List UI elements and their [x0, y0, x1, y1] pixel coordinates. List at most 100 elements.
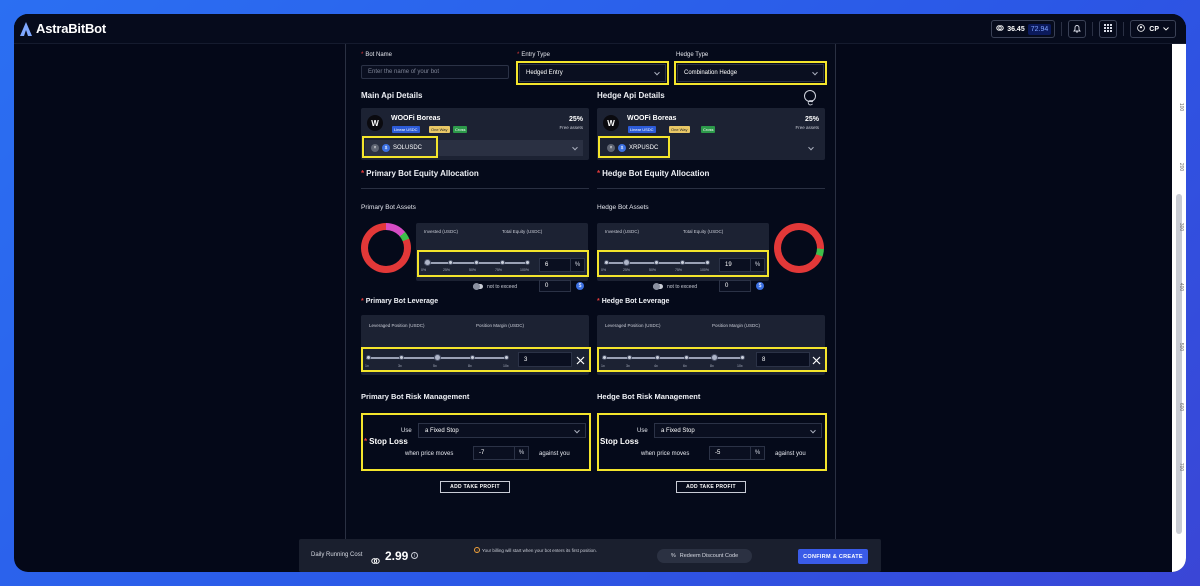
primary-leverage-input[interactable]: 3 [518, 352, 572, 367]
slider-tick [655, 355, 660, 360]
leveraged-position-label: Leveraged Position (USDC) [605, 323, 661, 328]
grid-icon [1104, 24, 1113, 34]
hedge-type-select[interactable]: Combination Hedge [677, 64, 824, 82]
tick-label: 25% [443, 268, 451, 272]
not-exceed-input[interactable]: 0 [719, 280, 751, 292]
primary-add-take-profit-button[interactable]: ADD TAKE PROFIT [440, 481, 510, 493]
slider-tick [627, 355, 632, 360]
apps-button[interactable] [1099, 20, 1118, 38]
redeem-discount-button[interactable]: % Redeem Discount Code [657, 549, 752, 563]
total-equity-label: Total Equity (USDC) [683, 229, 724, 234]
entry-type-value: Hedged Entry [526, 70, 563, 76]
warning-icon: ! [474, 547, 480, 553]
tick-label: 25% [623, 268, 631, 272]
scrollbar-thumb[interactable] [1176, 194, 1182, 534]
not-exceed-label: not to exceed [667, 284, 698, 290]
not-exceed-toggle[interactable] [653, 283, 663, 290]
chevron-down-icon [574, 427, 580, 433]
main-api-card[interactable]: W WOOFi Boreas Linear USDC One Way Cross… [361, 108, 589, 160]
tick-label: 1x [365, 364, 369, 368]
percent-suffix: % [750, 447, 764, 459]
slider-tick [525, 260, 530, 265]
tick-label: 3x [626, 364, 630, 368]
primary-leverage-slider[interactable] [366, 354, 509, 361]
close-icon[interactable]: × [371, 144, 379, 152]
close-icon[interactable] [573, 353, 587, 367]
primary-assets-donut [361, 223, 411, 273]
hedge-stop-type-select[interactable]: a Fixed Stop [654, 423, 822, 438]
billing-note: Your billing will start when your bot en… [482, 548, 597, 553]
highlight-box [597, 347, 827, 372]
primary-stop-value-input[interactable]: -7 % [473, 446, 529, 460]
slider-tick [654, 260, 659, 265]
info-icon[interactable]: i [411, 552, 418, 559]
percent-icon: % [670, 553, 676, 559]
refresh-icon [807, 93, 814, 111]
hedge-allocation-slider[interactable] [604, 259, 710, 266]
ruler-label: 700 [1177, 462, 1184, 472]
slider-tick [680, 260, 685, 265]
daily-cost-value: 2.99 [385, 549, 409, 563]
primary-allocation-slider[interactable] [424, 259, 530, 266]
entry-type-select[interactable]: Hedged Entry [519, 64, 666, 82]
highlight-box [597, 413, 827, 471]
tick-label: 1x [601, 364, 605, 368]
close-icon[interactable]: × [607, 144, 615, 152]
currency-icon: $ [576, 282, 584, 290]
hedge-stop-value-input[interactable]: -5 % [709, 446, 765, 460]
slider-handle[interactable] [711, 354, 718, 361]
primary-equity-title: * Primary Bot Equity Allocation [361, 169, 479, 178]
hedge-api-title: Hedge Api Details [597, 91, 665, 100]
user-menu-button[interactable]: CP [1130, 20, 1176, 38]
badge-cross: Cross [453, 126, 468, 133]
primary-stop-type-select[interactable]: a Fixed Stop [418, 423, 586, 438]
hedge-api-card[interactable]: W WOOFi Boreas Linear USDC One Way Cross… [597, 108, 825, 160]
tick-label: 50% [469, 268, 477, 272]
chevron-down-icon [572, 144, 578, 151]
credits-balance[interactable]: 36.45 72.94 [991, 20, 1056, 38]
app-window: AstraBitBot 36.45 72.94 [14, 14, 1186, 572]
against-label: against you [775, 451, 806, 457]
pair-select[interactable]: × $ XRPUSDC [601, 140, 819, 156]
hedge-assets-donut [774, 223, 824, 273]
tick-label: 3x [398, 364, 402, 368]
invested-label: Invested (USDC) [424, 229, 459, 234]
divider [597, 188, 825, 189]
logo-icon [20, 21, 32, 36]
credits-alt-value: 72.94 [1027, 23, 1052, 35]
not-exceed-label: not to exceed [487, 284, 518, 290]
account-name: WOOFi Boreas [627, 115, 677, 122]
account-name: WOOFi Boreas [391, 115, 441, 122]
divider [1123, 22, 1125, 36]
not-exceed-input[interactable]: 0 [539, 280, 571, 292]
slider-handle[interactable] [424, 259, 431, 266]
hedge-add-take-profit-button[interactable]: ADD TAKE PROFIT [676, 481, 746, 493]
vertical-scrollbar[interactable]: 100 200 300 400 500 600 700 [1172, 44, 1186, 572]
hedge-allocation-input[interactable]: 19 % [719, 258, 765, 272]
stop-loss-label: Stop Loss [600, 437, 639, 446]
slider-handle[interactable] [434, 354, 441, 361]
tick-label: 100% [520, 268, 529, 272]
divider [1092, 22, 1094, 36]
entry-type-label: * Entry Type [517, 52, 550, 58]
hedge-leverage-input[interactable]: 8 [756, 352, 810, 367]
primary-allocation-input[interactable]: 6 % [539, 258, 585, 272]
bot-name-input[interactable]: Enter the name of your bot [361, 65, 509, 79]
free-assets-label: Free assets [795, 125, 819, 130]
tick-label: 75% [495, 268, 503, 272]
tick-label: 0% [421, 268, 427, 272]
coin-icon: $ [382, 144, 390, 152]
confirm-create-button[interactable]: CONFIRM & CREATE [798, 549, 868, 564]
slider-handle[interactable] [623, 259, 630, 266]
highlight-box [417, 250, 589, 277]
pair-select[interactable]: × $ SOLUSDC [365, 140, 583, 156]
hedge-leverage-slider[interactable] [602, 354, 745, 361]
not-exceed-toggle[interactable] [473, 283, 483, 290]
notifications-button[interactable] [1068, 20, 1087, 38]
close-icon[interactable] [809, 353, 823, 367]
swap-button[interactable] [804, 90, 816, 106]
logo[interactable]: AstraBitBot [20, 21, 106, 36]
link-icon [371, 552, 380, 570]
stop-type-value: a Fixed Stop [661, 427, 695, 434]
primary-risk-title: Primary Bot Risk Management [361, 392, 470, 401]
